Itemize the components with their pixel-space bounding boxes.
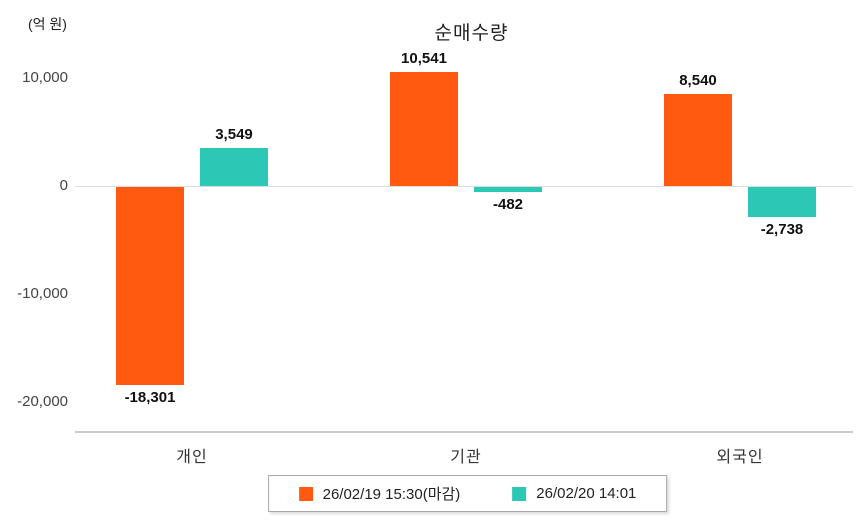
- bar-series2-개인: [200, 147, 268, 186]
- bar-series2-외국인: [748, 187, 816, 217]
- legend-item: 26/02/20 14:01: [512, 485, 636, 502]
- y-axis-tick-label: 0: [59, 177, 68, 194]
- bar-value-label: 3,549: [215, 125, 253, 143]
- legend-swatch-icon: [298, 486, 313, 501]
- legend-item: 26/02/19 15:30(마감): [298, 483, 461, 504]
- legend-label: 26/02/19 15:30(마감): [322, 486, 461, 503]
- bar-series1-외국인: [664, 93, 732, 186]
- bar-value-label: -18,301: [124, 388, 176, 406]
- x-axis-category-label: 개인: [176, 449, 208, 466]
- legend-label: 26/02/20 14:01: [536, 485, 637, 502]
- zero-gridline: [75, 186, 853, 187]
- chart-title: 순매수량: [434, 23, 509, 44]
- x-axis-line: [75, 431, 853, 433]
- bar-series1-개인: [116, 187, 184, 385]
- x-axis-category-label: 외국인: [716, 449, 764, 466]
- bar-series1-기관: [390, 72, 458, 186]
- bar-value-label: 8,540: [679, 71, 717, 89]
- x-axis-category-label: 기관: [450, 449, 482, 466]
- bar-series2-기관: [474, 187, 542, 193]
- y-axis-tick-label: -10,000: [17, 285, 68, 302]
- y-axis-tick-label: -20,000: [17, 393, 68, 410]
- bar-value-label: -482: [492, 196, 524, 214]
- bar-value-label: -2,738: [760, 220, 804, 238]
- y-axis-tick-label: 10,000: [22, 69, 68, 86]
- y-axis-unit-label: (억 원): [28, 16, 67, 32]
- legend: 26/02/19 15:30(마감) 26/02/20 14:01: [267, 475, 668, 512]
- bar-value-label: 10,541: [401, 50, 447, 68]
- legend-swatch-icon: [512, 486, 527, 501]
